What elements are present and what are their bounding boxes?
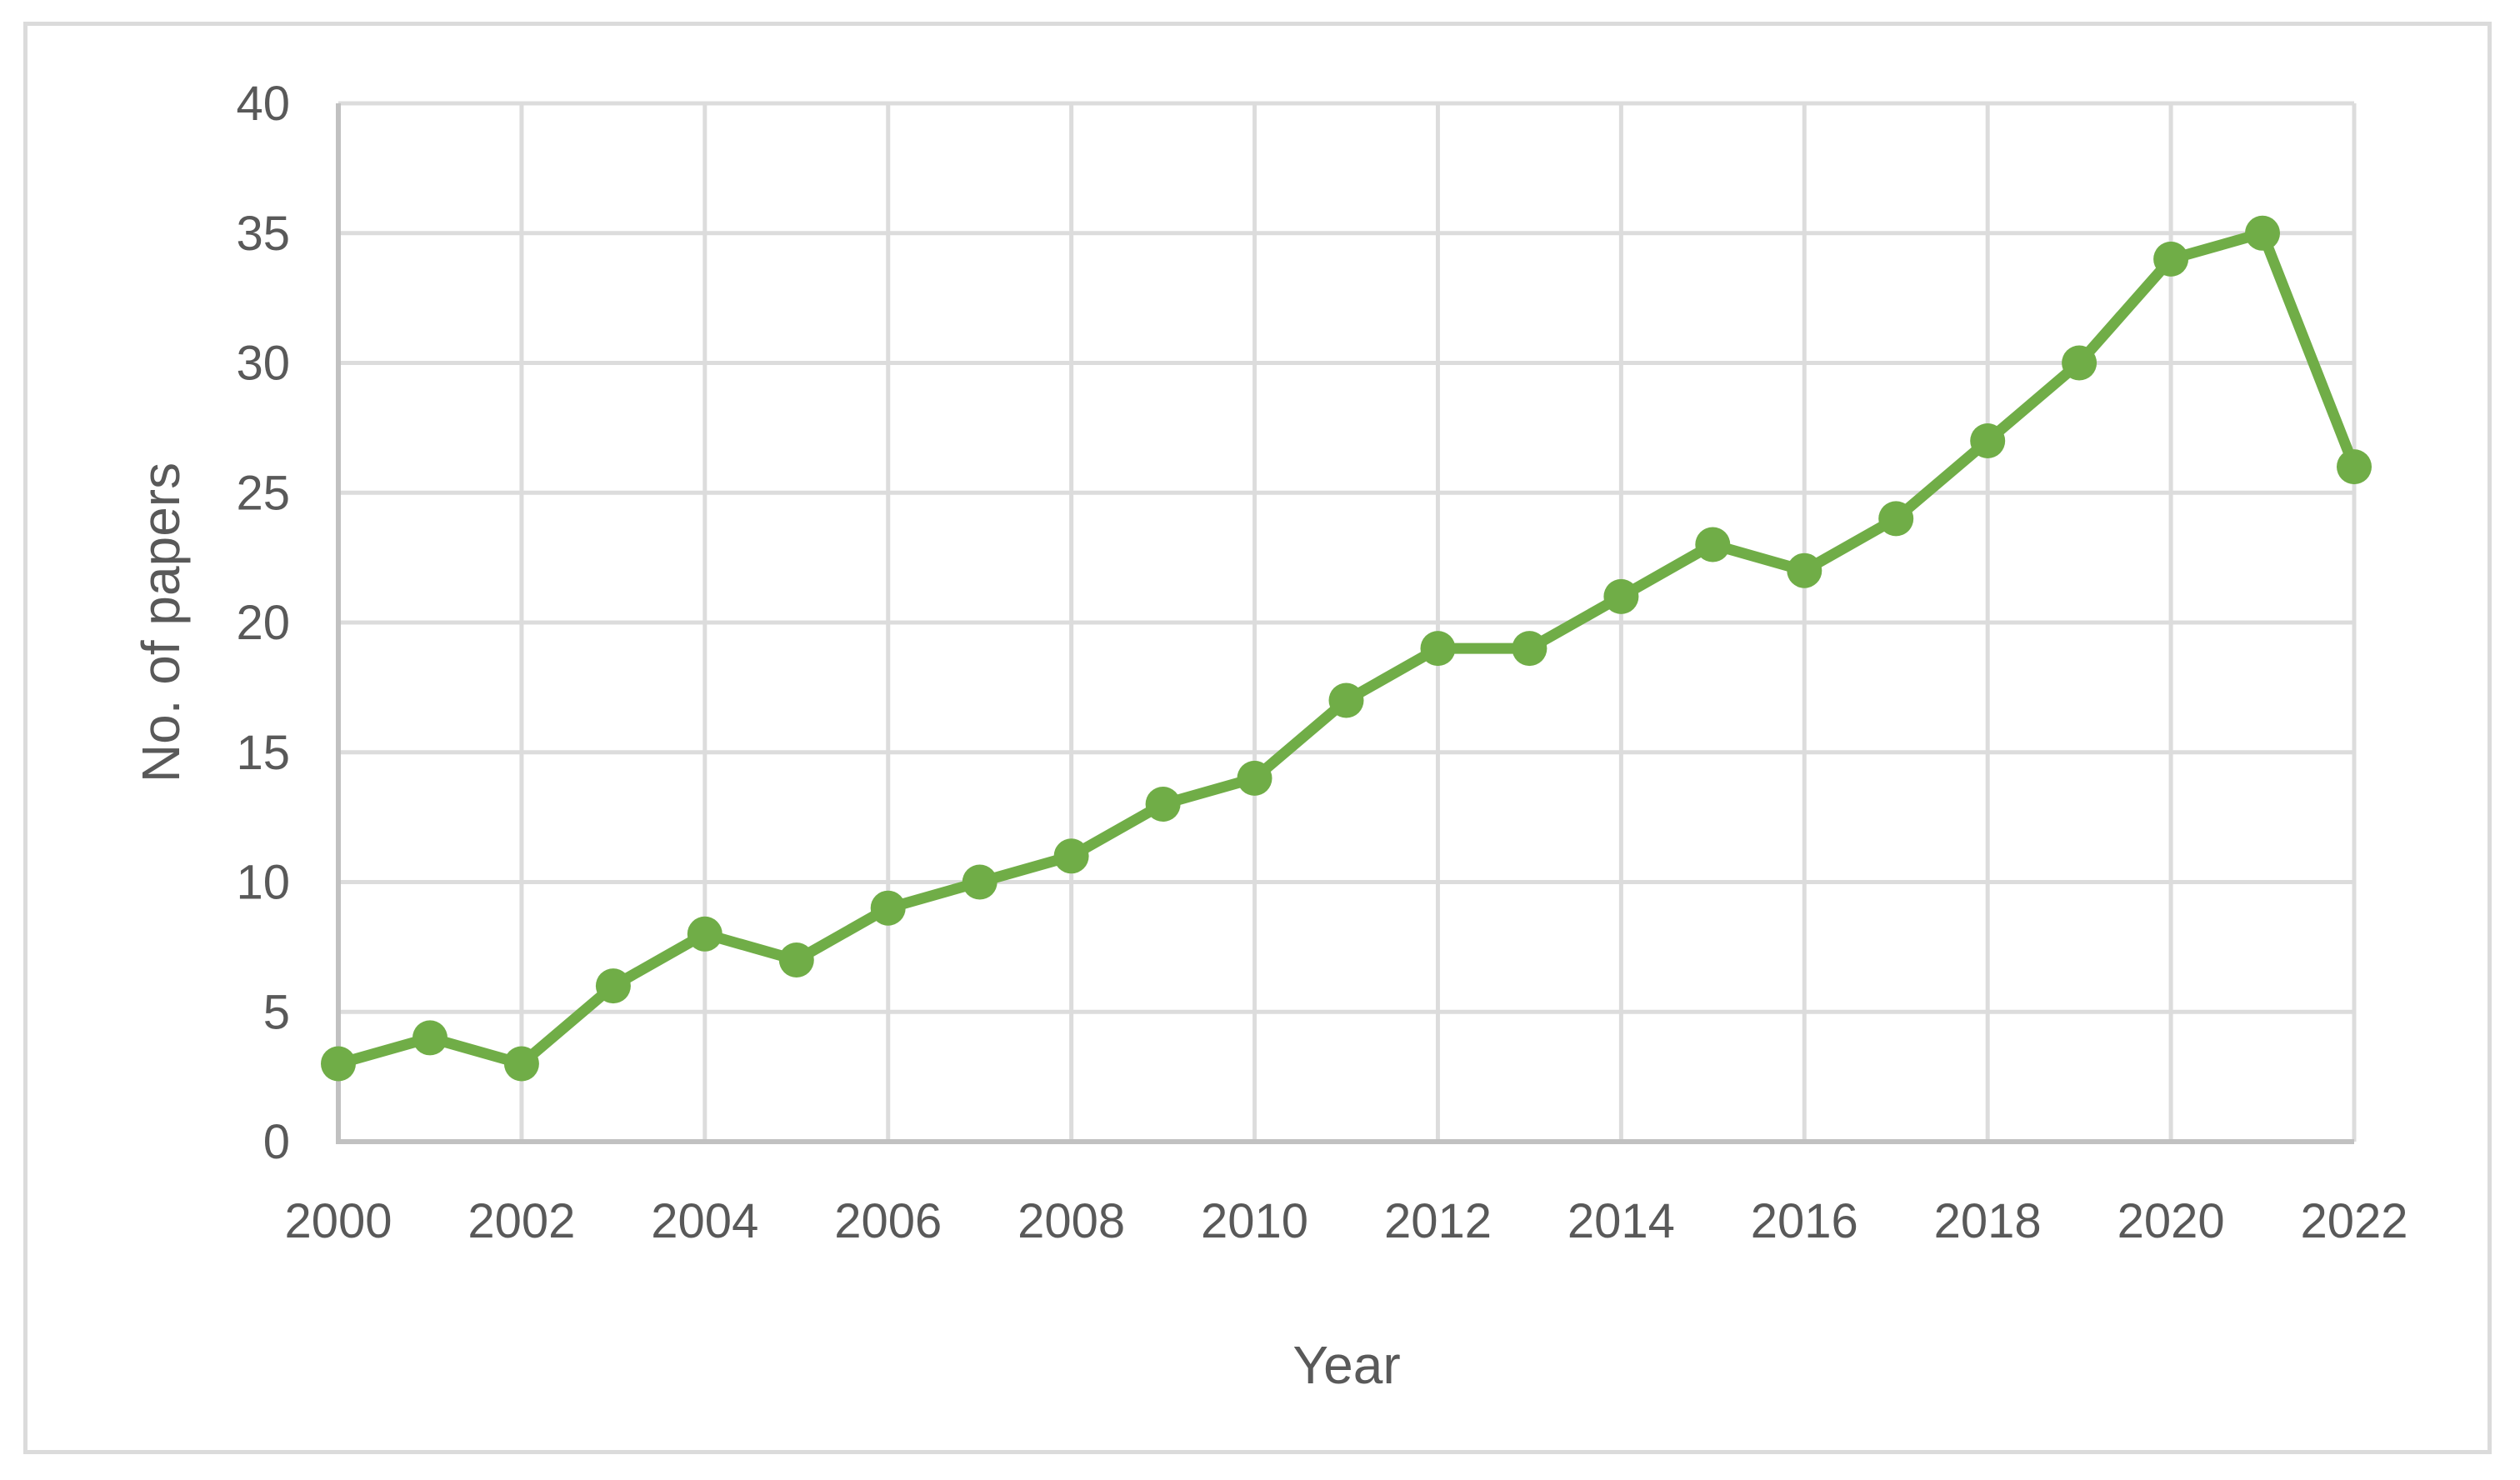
y-tick-label: 25 xyxy=(236,466,290,520)
data-point-marker xyxy=(2337,449,2372,485)
data-point-marker xyxy=(962,864,998,900)
y-tick-label: 20 xyxy=(236,596,290,650)
x-axis-title: Year xyxy=(1292,1335,1401,1395)
data-point-marker xyxy=(1053,838,1089,874)
data-point-marker xyxy=(2062,345,2098,381)
data-point-marker xyxy=(1237,760,1272,796)
data-point-marker xyxy=(687,916,722,952)
x-tick-label: 2016 xyxy=(1751,1194,1858,1248)
y-tick-label: 40 xyxy=(236,77,290,131)
x-tick-label: 2006 xyxy=(834,1194,942,1248)
data-point-marker xyxy=(778,942,814,978)
series-line xyxy=(332,228,2360,1069)
data-point-marker xyxy=(1970,423,2006,458)
x-tick-label: 2000 xyxy=(284,1194,392,1248)
y-tick-label: 0 xyxy=(263,1115,290,1169)
data-point-marker xyxy=(1787,552,1822,588)
data-point-marker xyxy=(2245,215,2280,251)
x-tick-label: 2010 xyxy=(1201,1194,1308,1248)
x-tick-label: 2020 xyxy=(2118,1194,2225,1248)
x-tick-label: 2012 xyxy=(1384,1194,1492,1248)
x-tick-label: 2018 xyxy=(1934,1194,2042,1248)
y-tick-label: 15 xyxy=(236,726,290,780)
x-tick-label: 2014 xyxy=(1568,1194,1675,1248)
y-tick-label: 30 xyxy=(236,337,290,391)
figure-border xyxy=(23,22,2492,1454)
data-point-marker xyxy=(1878,501,1914,537)
data-point-marker xyxy=(1695,527,1731,562)
data-point-marker xyxy=(412,1020,448,1056)
x-tick-label: 2004 xyxy=(651,1194,758,1248)
data-point-marker xyxy=(1145,787,1181,822)
data-point-marker xyxy=(321,1046,356,1082)
y-tick-label: 5 xyxy=(263,985,290,1039)
data-point-marker xyxy=(870,890,906,926)
data-point-marker xyxy=(595,968,631,1004)
data-point-marker xyxy=(503,1046,539,1082)
x-tick-label: 2022 xyxy=(2300,1194,2408,1248)
y-axis-title: No. of papers xyxy=(131,462,191,783)
x-tick-label: 2002 xyxy=(468,1194,575,1248)
x-tick-label: 2008 xyxy=(1018,1194,1125,1248)
data-point-marker xyxy=(1420,631,1456,667)
data-point-marker xyxy=(1603,578,1639,614)
data-point-marker xyxy=(2153,241,2189,277)
data-point-marker xyxy=(1328,682,1364,718)
y-tick-label: 35 xyxy=(236,207,290,261)
data-point-marker xyxy=(1512,631,1548,667)
y-tick-label: 10 xyxy=(236,856,290,910)
